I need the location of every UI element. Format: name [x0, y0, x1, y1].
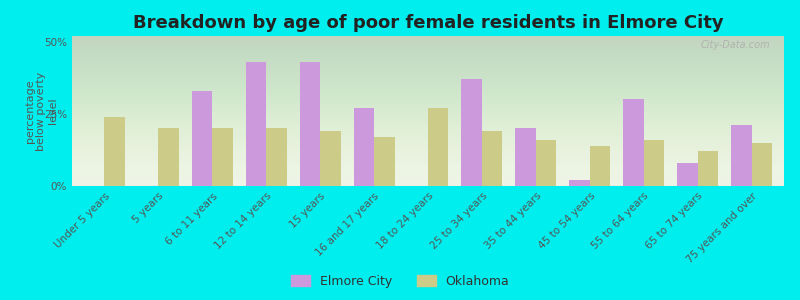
Legend: Elmore City, Oklahoma: Elmore City, Oklahoma: [290, 275, 510, 288]
Bar: [246, 62, 266, 186]
Title: Breakdown by age of poor female residents in Elmore City: Breakdown by age of poor female resident…: [133, 14, 723, 32]
Bar: [462, 79, 482, 186]
Bar: [644, 140, 664, 186]
Bar: [266, 128, 286, 186]
Bar: [192, 91, 212, 186]
Bar: [698, 152, 718, 186]
Y-axis label: percentage
below poverty
level: percentage below poverty level: [25, 71, 58, 151]
Bar: [752, 143, 772, 186]
Bar: [212, 128, 233, 186]
Bar: [731, 125, 752, 186]
Bar: [374, 137, 394, 186]
Bar: [104, 117, 125, 186]
Bar: [623, 100, 644, 186]
Bar: [515, 128, 536, 186]
Bar: [428, 108, 449, 186]
Bar: [300, 62, 320, 186]
Bar: [590, 146, 610, 186]
Bar: [320, 131, 341, 186]
Bar: [570, 180, 590, 186]
Bar: [354, 108, 374, 186]
Text: City-Data.com: City-Data.com: [700, 40, 770, 50]
Bar: [158, 128, 179, 186]
Bar: [536, 140, 556, 186]
Bar: [677, 163, 698, 186]
Bar: [482, 131, 502, 186]
